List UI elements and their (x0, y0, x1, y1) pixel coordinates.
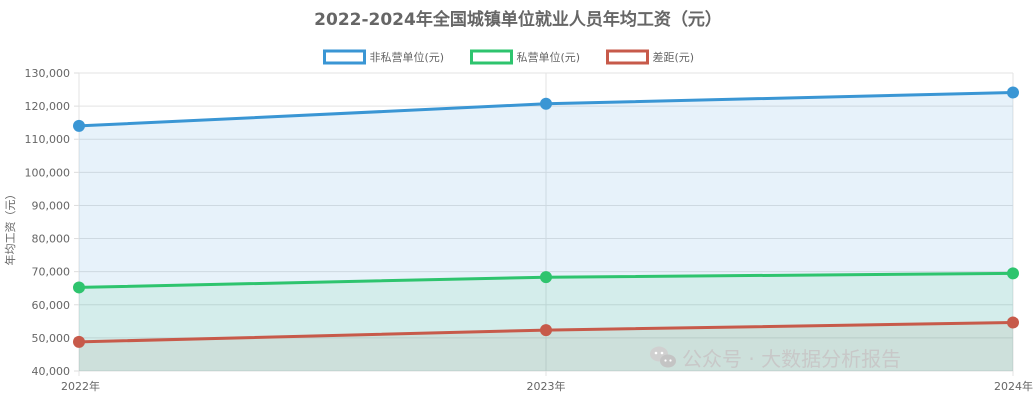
series-area-2 (79, 322, 1013, 371)
data-point-1-0[interactable] (73, 281, 85, 294)
y-tick-label: 130,000 (25, 67, 71, 80)
data-point-2-2[interactable] (1007, 316, 1019, 329)
y-tick-label: 60,000 (32, 299, 71, 312)
y-axis-label: 年均工资（元） (3, 189, 17, 266)
data-point-0-2[interactable] (1007, 86, 1019, 99)
data-point-0-1[interactable] (540, 97, 552, 110)
y-tick-label: 100,000 (25, 166, 71, 179)
watermark: 公众号 · 大数据分析报告 (650, 346, 901, 371)
y-axis: 40,000 50,000 60,000 70,000 80,000 90,000 100,… (25, 67, 71, 378)
data-point-0-0[interactable] (73, 119, 85, 132)
watermark-text: 公众号 · 大数据分析报告 (682, 347, 901, 371)
x-tick-label: 2022年 (61, 379, 100, 393)
data-point-2-1[interactable] (540, 324, 552, 337)
x-axis: 2022年 2023年 2024年 (61, 379, 1033, 393)
wechat-icon (650, 346, 676, 368)
series-area-0 (79, 92, 1013, 371)
series-areas (79, 92, 1013, 371)
legend-item-0[interactable]: 非私营单位(元) (323, 49, 445, 65)
series-area-1 (79, 273, 1013, 371)
y-tick-label: 40,000 (32, 365, 71, 378)
legend-swatch (606, 49, 649, 65)
legend-item-1[interactable]: 私营单位(元) (470, 49, 581, 65)
y-tick-label: 80,000 (32, 233, 71, 246)
legend-label: 差距(元) (653, 50, 695, 64)
data-point-1-1[interactable] (540, 271, 552, 284)
y-tick-label: 90,000 (32, 199, 71, 212)
y-tick-label: 110,000 (25, 133, 71, 146)
data-point-1-2[interactable] (1007, 267, 1019, 280)
series-points[interactable] (73, 86, 1019, 348)
y-tick-label: 50,000 (32, 332, 71, 345)
y-tick-label: 120,000 (25, 100, 71, 113)
legend-label: 非私营单位(元) (370, 50, 445, 64)
legend-item-2[interactable]: 差距(元) (606, 49, 695, 65)
y-tick-label: 70,000 (32, 266, 71, 279)
chart-title: 2022-2024年全国城镇单位就业人员年均工资（元） (314, 9, 722, 30)
legend-label: 私营单位(元) (517, 50, 581, 64)
legend[interactable]: 非私营单位(元) 私营单位(元) 差距(元) (323, 49, 695, 65)
legend-swatch (470, 49, 513, 65)
data-point-2-0[interactable] (73, 335, 85, 348)
x-tick-label: 2024年 (994, 379, 1033, 393)
legend-swatch (323, 49, 366, 65)
x-tick-label: 2023年 (527, 379, 566, 393)
